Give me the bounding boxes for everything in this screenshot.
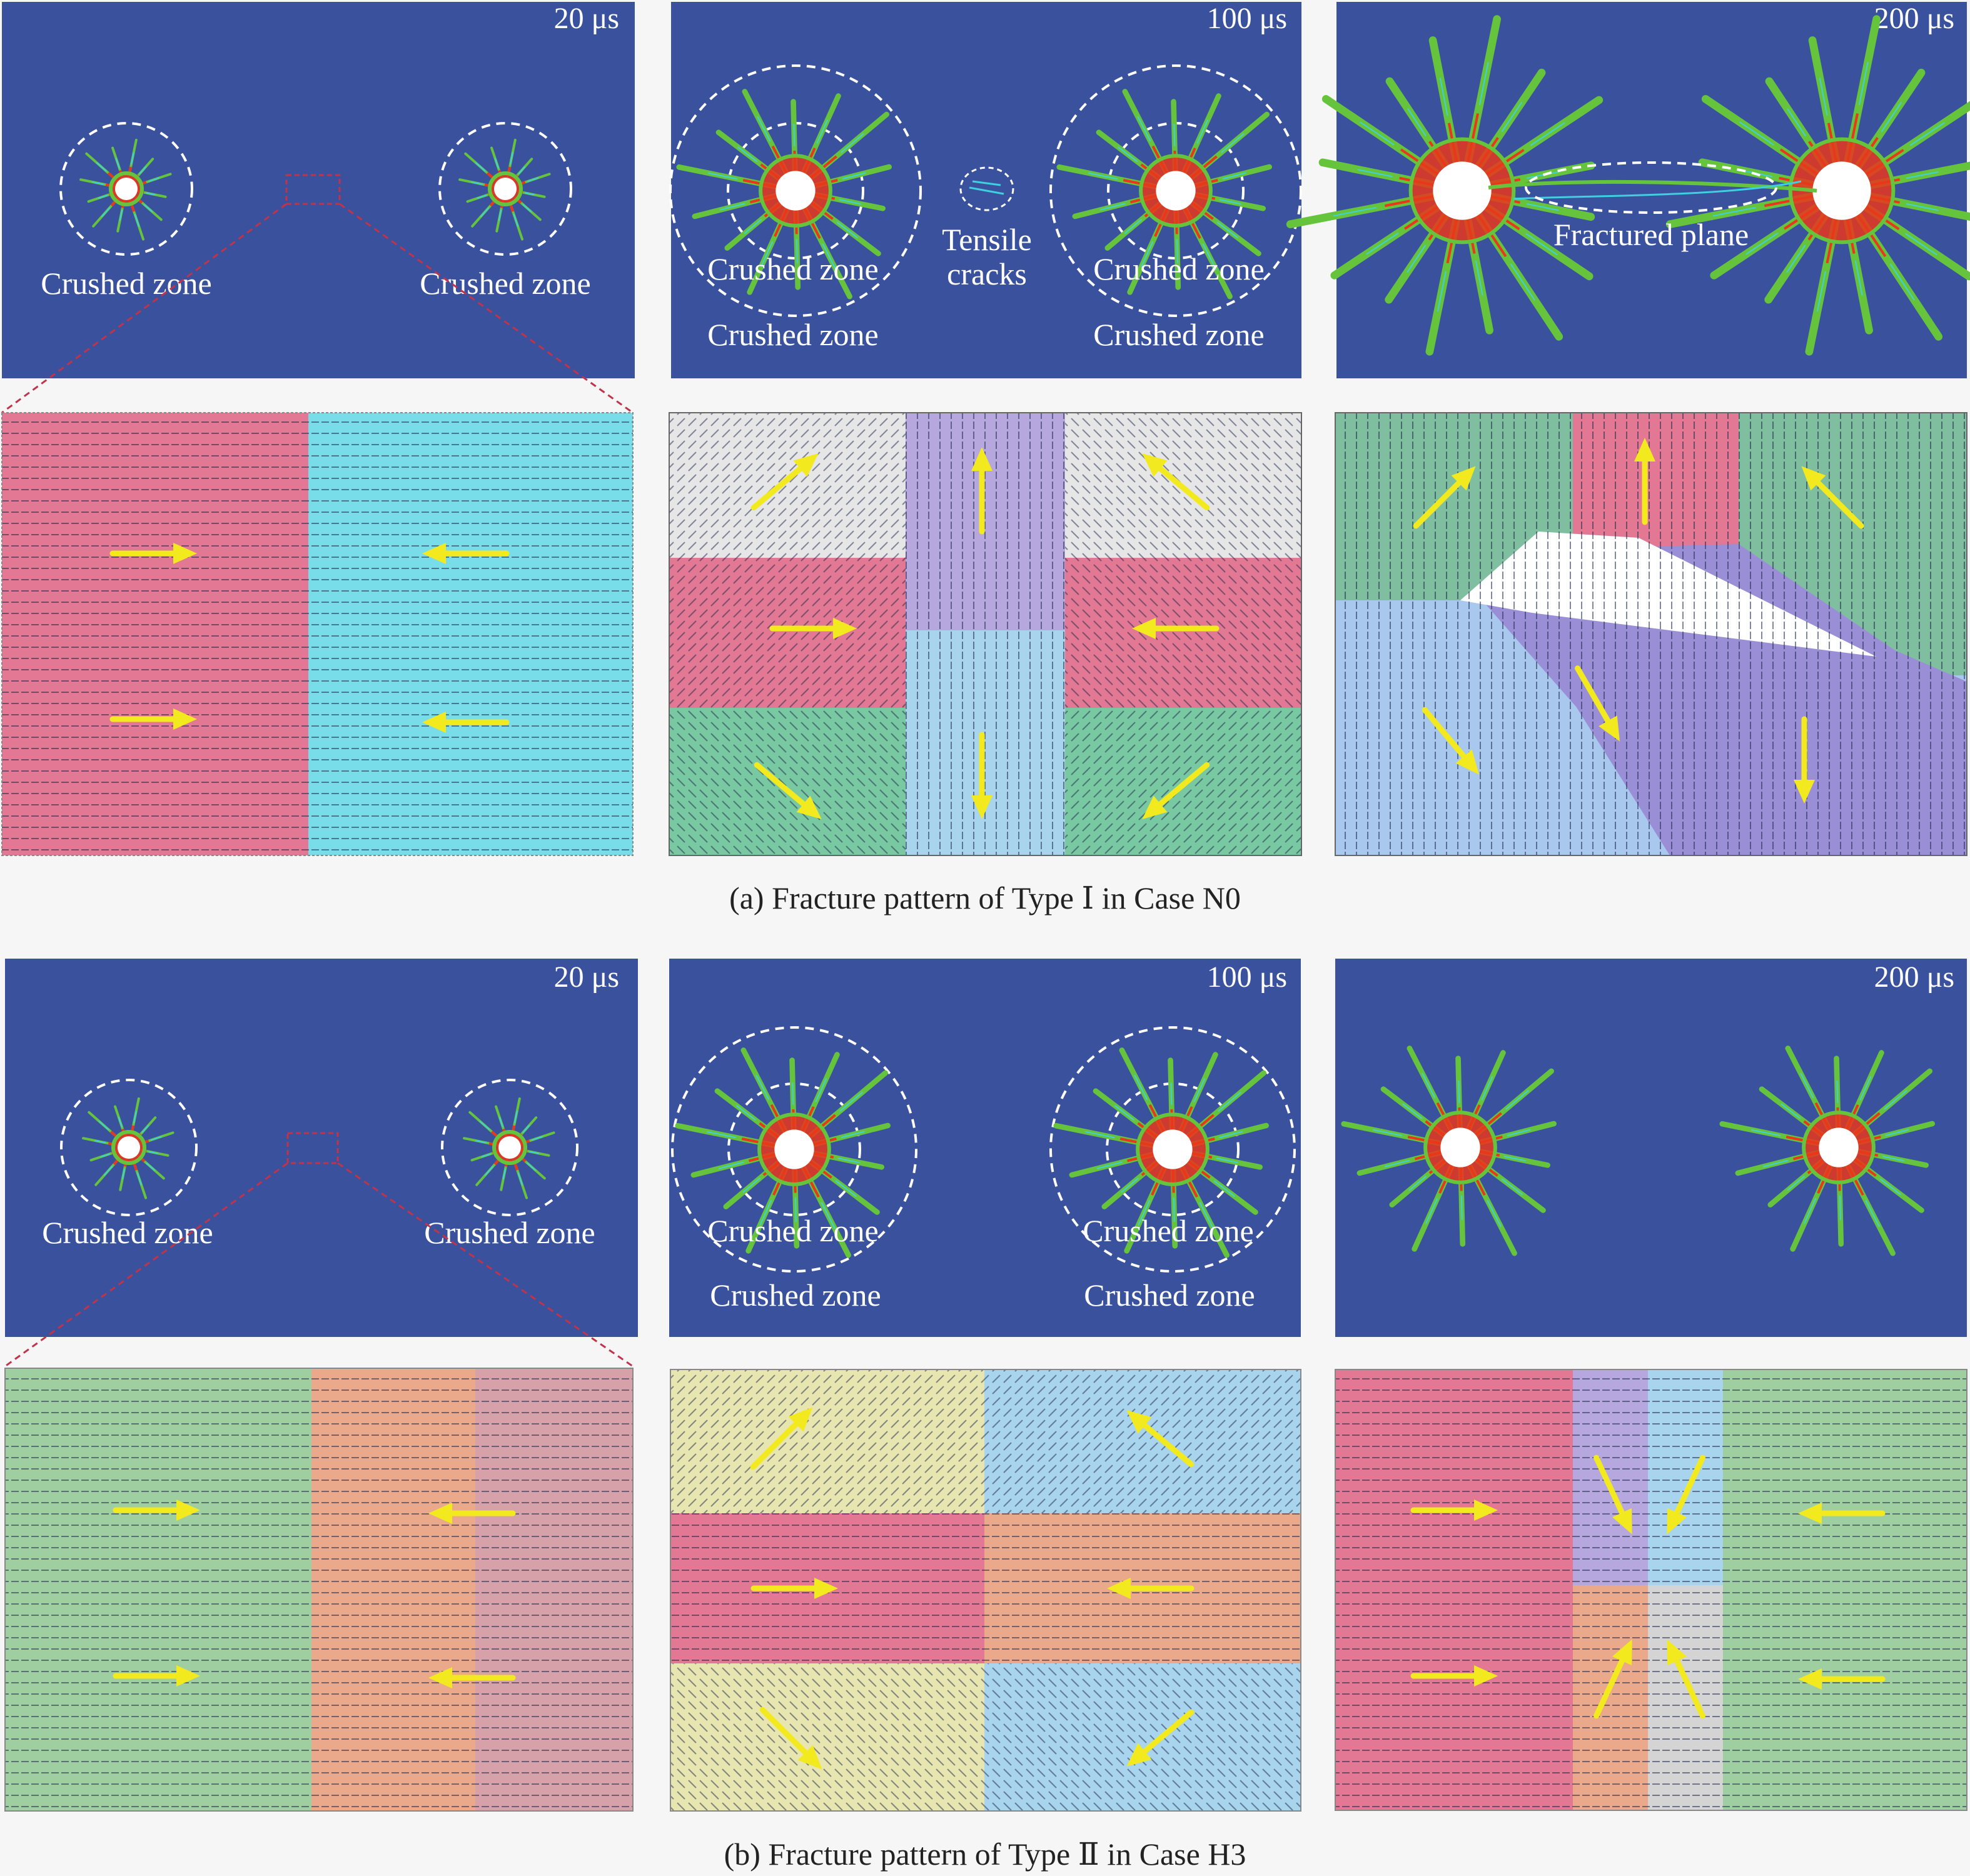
arrow-east xyxy=(1410,1665,1498,1687)
panel-b-blast-100us: 100 μs Crushed zone Crushed zone Crushed… xyxy=(669,959,1301,1337)
arrow-northwest xyxy=(1126,1410,1195,1468)
arrow-north xyxy=(971,447,993,535)
arrow-northeast xyxy=(750,453,819,511)
crushed-zone-left xyxy=(60,1079,198,1216)
arrow-west xyxy=(422,712,510,733)
crushed-zone-label: Crushed zone xyxy=(41,266,212,301)
panel-a-velocity-200us xyxy=(1335,412,1967,856)
panel-b-velocity-200us xyxy=(1335,1369,1967,1811)
crushed-zone-left xyxy=(671,1026,917,1273)
zoom-guide-line xyxy=(4,1162,288,1368)
arrow-northeast xyxy=(1413,466,1476,529)
fracture-star-right xyxy=(1719,1046,1935,1256)
arrow-north xyxy=(1634,438,1655,525)
zoom-guide-line xyxy=(1,203,287,414)
arrow-east xyxy=(109,709,197,730)
arrow-southwest xyxy=(1126,1709,1195,1767)
panel-a-blast-200us: 200 μs Fractured plane xyxy=(1286,2,1970,378)
arrow-east xyxy=(1410,1500,1498,1521)
arrow-southeast xyxy=(1422,707,1479,775)
arrow-southwest xyxy=(1142,762,1210,819)
tensile-cracks-label: Tensile xyxy=(942,222,1032,257)
arrow-east xyxy=(769,618,857,639)
arrow-west xyxy=(428,1503,516,1524)
crushed-zone-label: Crushed zone xyxy=(424,1215,595,1250)
arrow-northwest xyxy=(1142,453,1210,511)
arrow-northeast xyxy=(750,1407,813,1470)
panel-a-velocity-20us xyxy=(1,412,634,856)
panel-b-blast-200us: 200 μs xyxy=(1335,959,1967,1337)
arrow-southeast xyxy=(759,1707,822,1770)
crushed-zone-label: Crushed zone xyxy=(1093,251,1265,286)
time-label: 20 μs xyxy=(554,961,619,994)
arrow-southeast xyxy=(1575,665,1620,742)
crushed-zone-label: Crushed zone xyxy=(1093,317,1265,352)
zoom-guide-line xyxy=(337,1162,634,1368)
fracture-star-right xyxy=(1665,15,1970,356)
figure-caption-b: (b) Fracture pattern of Type Ⅱ in Case H… xyxy=(724,1837,1246,1872)
fracture-star-left xyxy=(1286,15,1604,356)
zoom-region-box xyxy=(285,174,341,205)
arrow-west xyxy=(1107,1578,1195,1599)
arrow-northwest xyxy=(1667,1639,1705,1719)
arrow-west xyxy=(428,1667,516,1688)
arrow-south xyxy=(971,732,993,819)
fractured-plane-label: Fractured plane xyxy=(1553,217,1749,252)
arrow-east xyxy=(750,1578,838,1599)
crushed-zone-label: Crushed zone xyxy=(42,1215,213,1250)
panel-b-velocity-20us xyxy=(4,1368,634,1812)
figure-caption-a: (a) Fracture pattern of Type Ⅰ in Case N… xyxy=(729,880,1241,915)
panel-a-blast-20us: 20 μs Crushed zone Crushed zone xyxy=(2,2,635,378)
panel-b-blast-20us: 20 μs Crushed zone Crushed zone xyxy=(5,959,638,1337)
time-label: 20 μs xyxy=(554,2,619,35)
tensile-cracks xyxy=(959,166,1014,211)
crushed-zone-right xyxy=(441,1079,578,1216)
tensile-cracks-label: cracks xyxy=(947,256,1027,291)
arrow-east xyxy=(113,1500,200,1521)
crushed-zone-label: Crushed zone xyxy=(707,317,879,352)
arrow-west xyxy=(1798,1668,1886,1690)
arrow-west xyxy=(1132,618,1220,639)
crushed-zone-right xyxy=(1049,64,1302,317)
time-label: 100 μs xyxy=(1207,2,1287,35)
arrow-west xyxy=(1798,1503,1886,1524)
panel-a-blast-100us: 100 μs Tensile cracks Crushed zone Crush… xyxy=(669,2,1302,378)
crushed-zone-right xyxy=(438,122,572,256)
crushed-zone-label: Crushed zone xyxy=(707,251,879,286)
arrow-southwest xyxy=(1667,1455,1705,1535)
crushed-zone-label: Crushed zone xyxy=(710,1278,881,1313)
panel-b-velocity-100us xyxy=(670,1369,1301,1812)
fracture-star-left xyxy=(1341,1046,1557,1256)
arrow-east xyxy=(109,543,197,564)
arrow-northeast xyxy=(1594,1639,1632,1719)
zoom-region-box xyxy=(286,1132,339,1164)
crushed-zone-label: Crushed zone xyxy=(1084,1278,1255,1313)
arrow-southeast xyxy=(754,762,822,819)
panel-a-velocity-100us xyxy=(669,412,1302,856)
crushed-zone-left xyxy=(669,64,922,317)
crushed-zone-label: Crushed zone xyxy=(1083,1213,1254,1248)
arrow-southeast xyxy=(1594,1455,1632,1535)
arrow-east xyxy=(113,1665,200,1687)
crushed-zone-left xyxy=(59,122,193,256)
zoom-guide-line xyxy=(339,203,634,414)
crushed-zone-label: Crushed zone xyxy=(420,266,591,301)
crushed-zone-right xyxy=(1049,1026,1296,1273)
time-label: 200 μs xyxy=(1874,961,1954,994)
arrow-west xyxy=(422,543,510,564)
time-label: 200 μs xyxy=(1874,2,1954,35)
crushed-zone-label: Crushed zone xyxy=(707,1213,879,1248)
time-label: 100 μs xyxy=(1207,961,1287,994)
arrow-south xyxy=(1794,716,1815,804)
arrow-northwest xyxy=(1801,466,1864,529)
fractured-plane xyxy=(1488,161,1817,214)
